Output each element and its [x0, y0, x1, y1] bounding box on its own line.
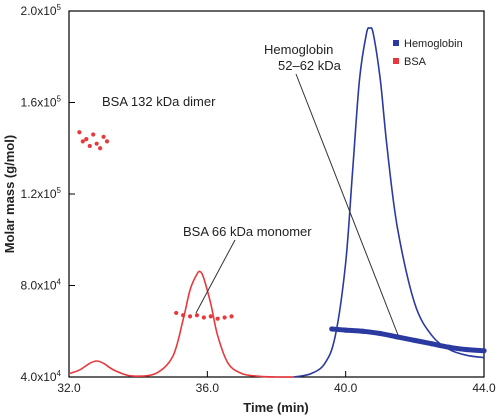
molar-mass-band-hemoglobin	[329, 326, 487, 354]
molar-mass-points	[77, 130, 487, 354]
molar-mass-point-bsa	[208, 314, 213, 319]
y-tick-label: 4.0x104	[21, 369, 62, 384]
molar-mass-point-bsa	[194, 313, 200, 318]
signal-traces	[68, 26, 485, 378]
molar-mass-point-bsa	[84, 137, 89, 142]
y-tick-label: 1.6x105	[21, 95, 62, 110]
molar-mass-point-bsa	[187, 314, 193, 319]
molar-mass-point-bsa	[94, 141, 99, 146]
y-tick-label: 2.0x105	[21, 3, 62, 18]
molar-mass-point-bsa	[201, 315, 206, 320]
annotation-bsa-monomer: BSA 66 kDa monomer	[183, 224, 312, 239]
molar-mass-point-bsa	[87, 143, 92, 149]
molar-mass-point-bsa	[80, 139, 85, 144]
y-tick-label: 8.0x104	[21, 278, 62, 293]
annotation-leaders	[195, 73, 399, 336]
signal-trace-hemoglobin	[293, 26, 485, 378]
annotation-hemoglobin-range: 52–62 kDa	[278, 58, 342, 73]
molar-mass-point-bsa	[229, 314, 234, 319]
legend-swatch-hemoglobin	[393, 40, 399, 46]
y-axis-title: Molar mass (g/mol)	[2, 135, 17, 253]
molar-mass-point-bsa	[104, 139, 110, 144]
annotation-bsa-dimer: BSA 132 kDa dimer	[102, 94, 216, 109]
molar-mass-point-bsa	[77, 130, 82, 135]
x-tick-label: 40.0	[334, 381, 358, 395]
legend-swatch-bsa	[393, 58, 399, 64]
molar-mass-point-bsa	[215, 316, 220, 321]
x-tick-label: 32.0	[57, 381, 81, 395]
x-tick-label: 36.0	[196, 381, 220, 395]
annotation-hemoglobin-title: Hemoglobin	[264, 42, 333, 57]
legend-label-bsa: BSA	[404, 56, 427, 68]
leader-bsa-monomer	[195, 239, 236, 314]
x-tick-label: 44.0	[472, 381, 496, 395]
legend: Hemoglobin BSA	[393, 38, 463, 68]
molar-mass-point-bsa	[174, 310, 179, 316]
leader-hemoglobin	[295, 73, 399, 336]
x-axis: 32.0 36.0 40.0 44.0	[57, 371, 496, 395]
molar-mass-point-bsa	[181, 313, 186, 318]
y-tick-label: 1.2x105	[21, 186, 62, 201]
legend-label-hemoglobin: Hemoglobin	[404, 38, 463, 50]
y-axis: 4.0x104 8.0x104 1.2x105 1.6x105 2.0x105	[21, 3, 75, 384]
molar-mass-point-bsa	[222, 315, 227, 320]
molar-mass-point-bsa	[91, 132, 96, 137]
molar-mass-point-bsa	[101, 134, 106, 139]
x-axis-title: Time (min)	[243, 400, 309, 415]
signal-trace-bsa	[68, 270, 294, 378]
molar-mass-point-bsa	[98, 146, 103, 151]
